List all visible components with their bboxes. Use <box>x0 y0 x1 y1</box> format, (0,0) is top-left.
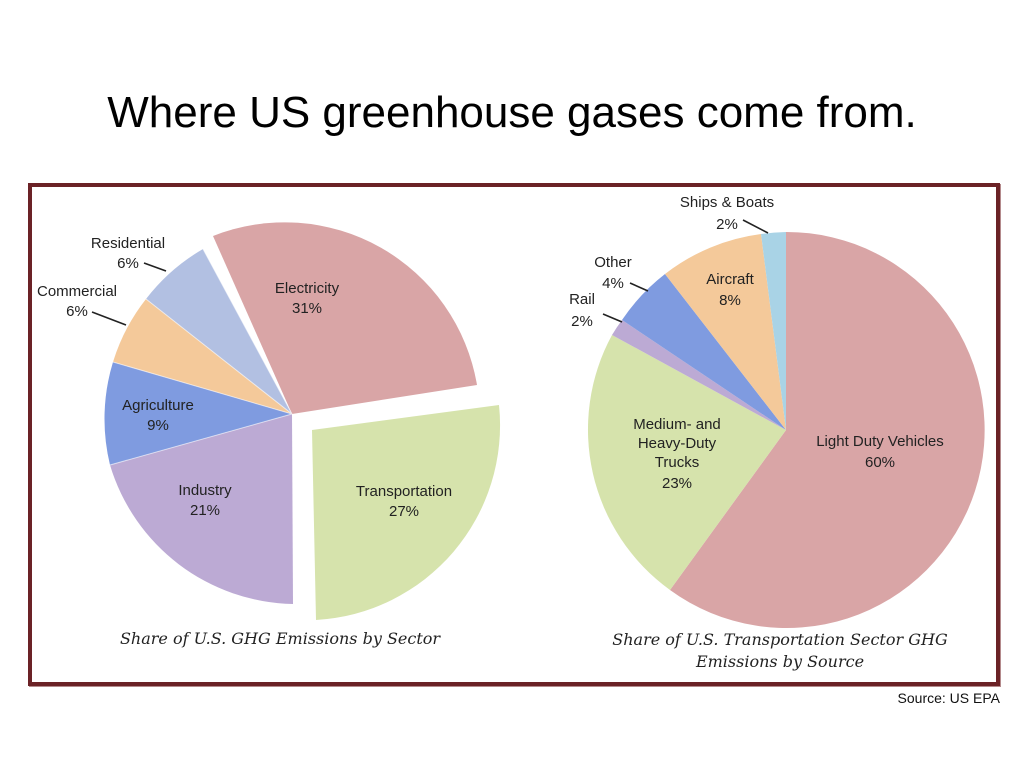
label-residential-pct: 6% <box>117 255 139 272</box>
slice-transportation <box>312 405 501 620</box>
label-rail-pct: 2% <box>571 313 593 330</box>
label-commercial-name: Commercial <box>37 283 117 300</box>
slice-trucks <box>587 335 786 590</box>
label-residential-name: Residential <box>91 235 165 252</box>
label-transportation-pct: 27% <box>389 503 419 520</box>
transportation-chart-caption-line2: Emissions by Source <box>695 652 865 671</box>
label-commercial-pct: 6% <box>66 303 88 320</box>
label-ships-name: Ships & Boats <box>680 194 774 211</box>
leader-line-residential <box>143 262 167 272</box>
slice-electricity <box>213 222 477 414</box>
leader-line-ships <box>742 219 769 234</box>
label-agriculture-name: Agriculture <box>122 397 194 414</box>
sector-chart-caption: Share of U.S. GHG Emissions by Sector <box>119 629 441 648</box>
label-aircraft-name: Aircraft <box>706 271 754 288</box>
slice-industry <box>110 414 293 604</box>
slice-residential <box>146 249 292 414</box>
label-industry-pct: 21% <box>190 502 220 519</box>
slice-agriculture <box>104 362 292 465</box>
sector-pie: Electricity 31% Transportation 27% Indus… <box>37 222 501 620</box>
label-other-name: Other <box>594 254 632 271</box>
label-industry-name: Industry <box>178 482 232 499</box>
source-credit: Source: US EPA <box>897 690 1000 706</box>
label-agriculture-pct: 9% <box>147 417 169 434</box>
slice-other <box>622 274 786 430</box>
label-other-pct: 4% <box>602 275 624 292</box>
label-light-duty-pct: 60% <box>865 454 895 471</box>
label-aircraft-pct: 8% <box>719 292 741 309</box>
label-trucks-line2: Heavy-Duty <box>638 435 717 452</box>
label-electricity-pct: 31% <box>292 300 322 317</box>
label-ships-pct: 2% <box>716 216 738 233</box>
leader-line-commercial <box>91 311 127 326</box>
label-trucks-line1: Medium- and <box>633 416 721 433</box>
label-light-duty-name: Light Duty Vehicles <box>816 433 944 450</box>
label-trucks-pct: 23% <box>662 475 692 492</box>
slice-light-duty <box>670 231 985 628</box>
label-transportation-name: Transportation <box>356 483 452 500</box>
label-electricity-name: Electricity <box>275 280 340 297</box>
label-rail-name: Rail <box>569 291 595 308</box>
slice-commercial <box>113 299 292 414</box>
slide-title: Where US greenhouse gases come from. <box>107 88 917 137</box>
slice-rail <box>612 320 786 430</box>
slice-ships <box>761 232 786 430</box>
leader-line-rail <box>602 313 623 323</box>
transportation-chart-caption-line1: Share of U.S. Transportation Sector GHG <box>612 630 948 649</box>
leader-line-other <box>629 282 649 292</box>
transportation-pie: Light Duty Vehicles 60% Medium- and Heav… <box>569 194 985 628</box>
slice-aircraft <box>665 234 786 430</box>
label-trucks-line3: Trucks <box>655 454 699 471</box>
